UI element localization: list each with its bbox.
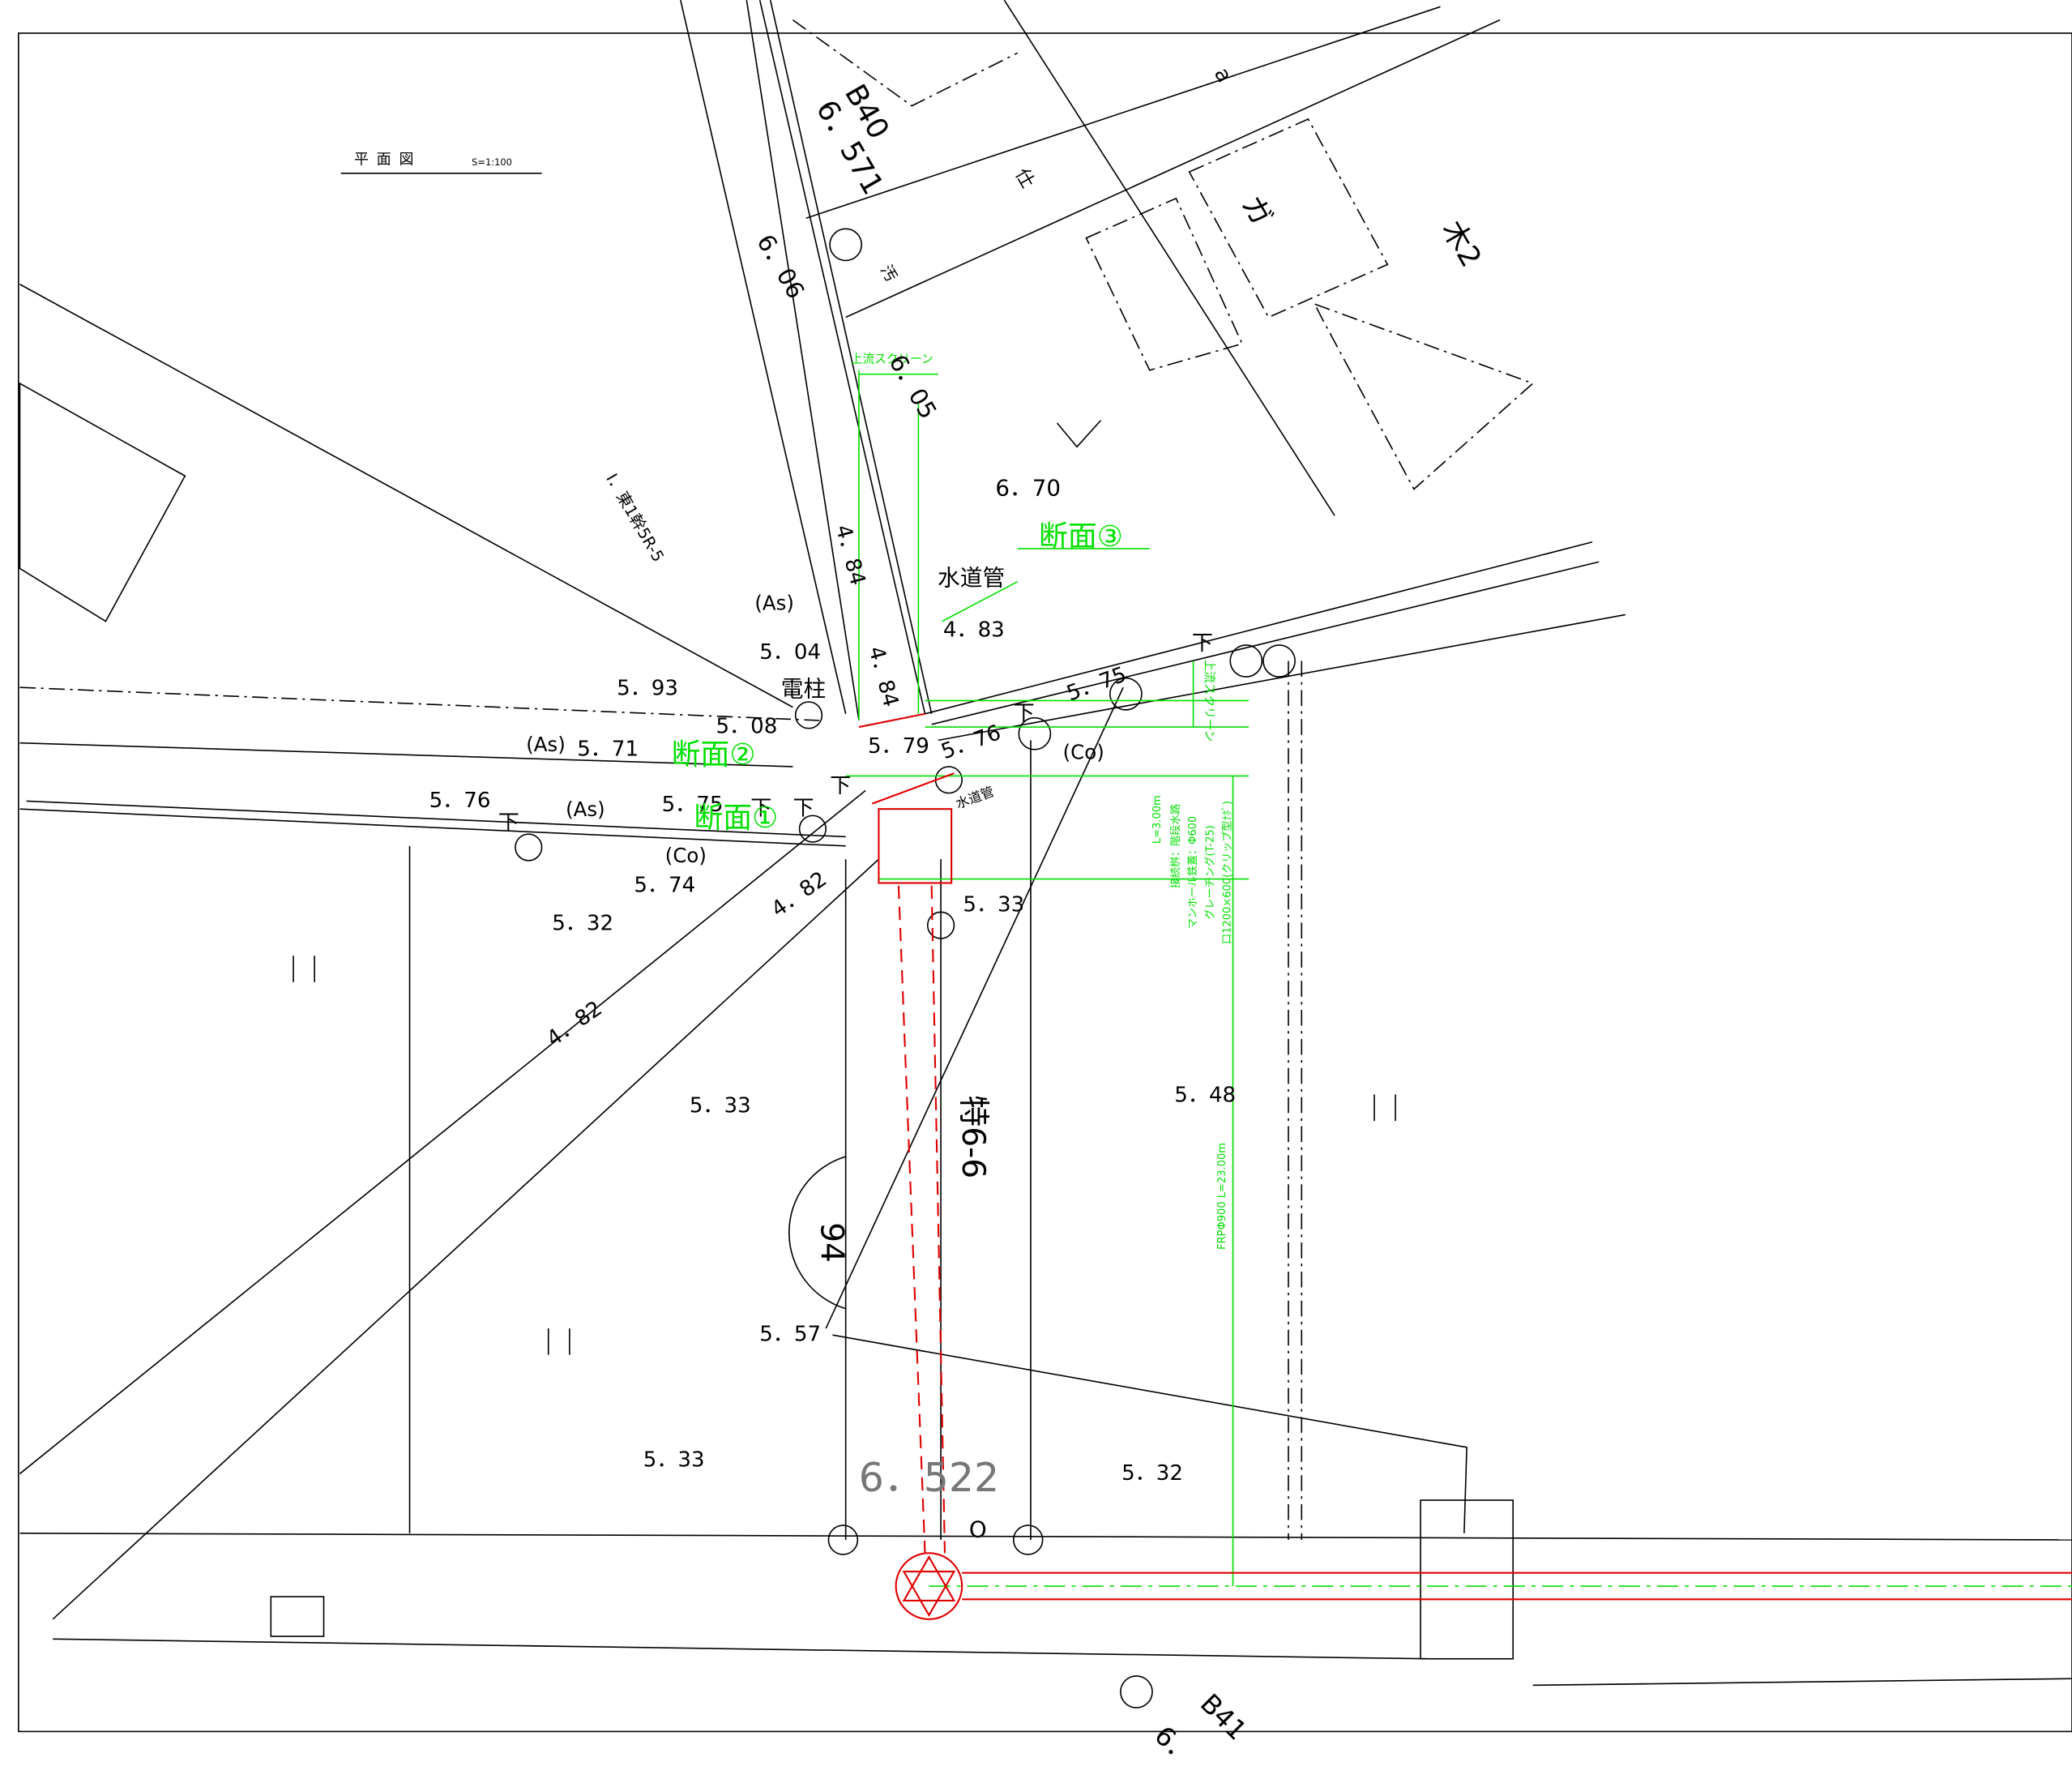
plan-label: 上流スクリーン — [851, 353, 933, 366]
plan-label: 下 — [830, 774, 851, 798]
plan-label: 5．75 — [662, 793, 724, 817]
plan-label: 下 — [1014, 701, 1035, 725]
plan-label: マンホール鉄蓋：Φ600 — [1187, 816, 1199, 929]
plan-label: 6．522 — [859, 1455, 999, 1501]
plan-label: 5．33 — [643, 1448, 705, 1473]
plan-label: 5．32 — [552, 912, 613, 936]
linework — [18, 0, 2072, 1733]
plan-label: 6．70 — [995, 475, 1061, 502]
plan-label: 4．83 — [943, 618, 1005, 643]
plan-label: 下 — [1192, 631, 1213, 656]
plan-label: 5．48 — [1174, 1084, 1236, 1108]
plan-label: 5．57 — [759, 1323, 821, 1347]
plan-label: 5．71 — [577, 737, 639, 761]
plan-label: 上流スクリーン — [1203, 660, 1216, 742]
plan-label: 5．33 — [963, 893, 1024, 917]
plan-label: 94 — [814, 1222, 850, 1263]
plan-label: 電柱 — [781, 675, 826, 702]
plan-label: 5．04 — [759, 640, 821, 665]
plan-label: FRPΦ900 L=23.00m — [1216, 1143, 1228, 1250]
plan-label: 水道管 — [938, 564, 1005, 591]
plan-label: 下 — [792, 797, 814, 821]
drawing-title: 平面図 — [354, 151, 421, 168]
plan-label: 5．76 — [429, 789, 491, 813]
plan-label: L=3.00m — [1151, 795, 1164, 844]
plan-label: O — [969, 1516, 987, 1543]
labels: 平面図 S=1:100 B406．571a仕ガ木2汚6．06上流スクリーン6．0… — [354, 63, 1488, 1766]
plan-label: 断面② — [672, 738, 756, 772]
plan-label: 5．33 — [690, 1094, 751, 1118]
plan-label: (Co) — [665, 844, 707, 867]
design-overlay — [845, 370, 2072, 1620]
plan-label: グレーチング(T-25) — [1204, 825, 1216, 919]
plan-label: 5．32 — [1121, 1461, 1183, 1486]
plan-label: (As) — [526, 733, 566, 756]
plan-label: (As) — [566, 797, 605, 821]
plan-label: 5．93 — [617, 676, 678, 700]
plan-label: 5．79 — [868, 734, 929, 759]
plan-label: 断面③ — [1039, 520, 1123, 554]
plan-label: 5．08 — [716, 715, 777, 739]
plan-label: 下 — [750, 797, 771, 821]
plan-label: (Co) — [1063, 741, 1104, 764]
plan-label: 5．74 — [634, 873, 695, 897]
plan-label: 接続桝：階段水路 — [1169, 804, 1182, 888]
plan-label: 特6-6 — [955, 1095, 991, 1178]
plan-label: 下 — [498, 811, 519, 836]
plan-label: 口1200×600(クリップ型ﾅﾎﾞ) — [1221, 801, 1233, 944]
plan-label: (As) — [754, 591, 794, 614]
plan-label: 断面① — [694, 802, 778, 835]
drawing-scale: S=1:100 — [472, 156, 512, 168]
